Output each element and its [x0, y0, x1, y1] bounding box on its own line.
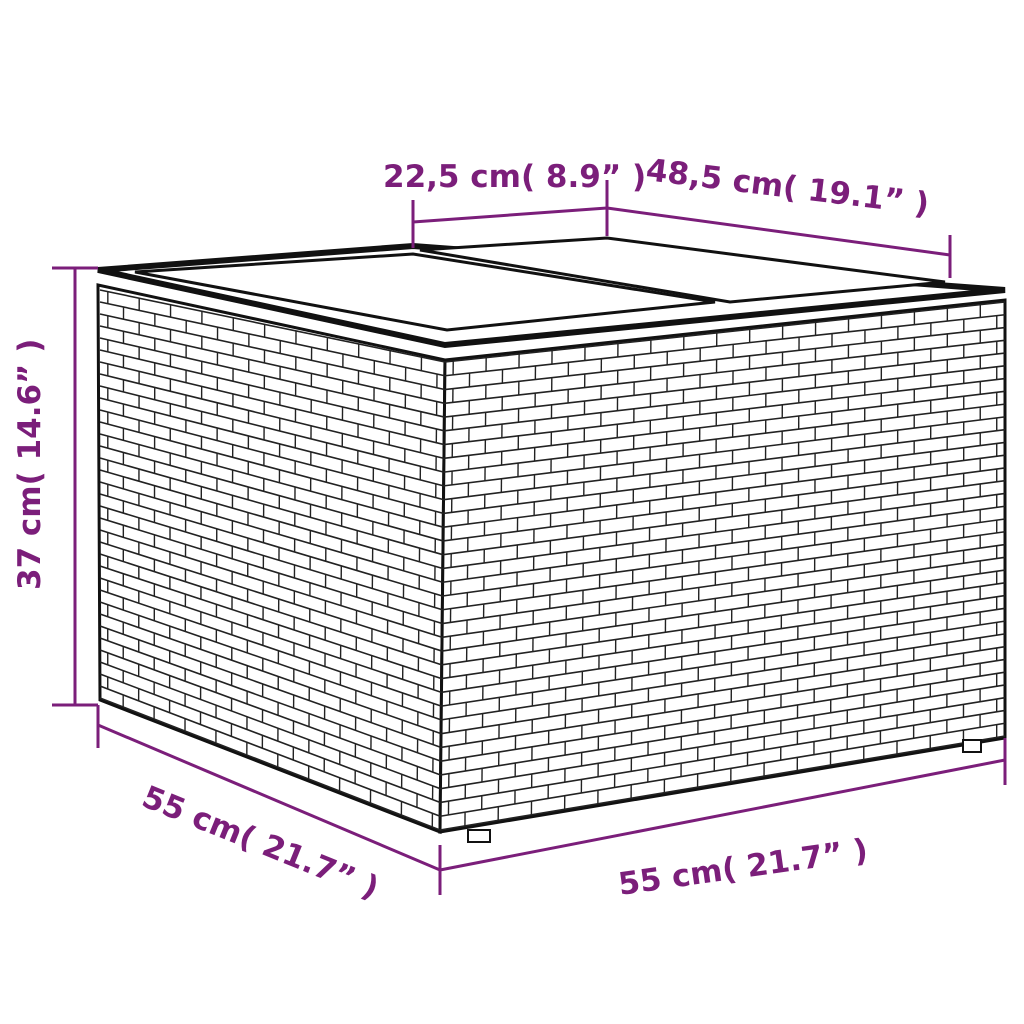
- weave-strand: [99, 433, 444, 528]
- weave-strand: [442, 518, 1006, 597]
- weave-strand: [442, 505, 1006, 584]
- weave-strand: [440, 696, 1006, 790]
- weave-strand: [99, 577, 442, 694]
- weave-strand: [442, 543, 1006, 625]
- weave-strand: [441, 633, 1006, 721]
- weave-strand: [99, 625, 442, 749]
- weave-strand: [99, 457, 444, 556]
- weave-strand: [99, 541, 443, 652]
- weave-strand: [99, 553, 443, 666]
- weave-strand: [99, 637, 442, 762]
- weave-strand: [444, 352, 1006, 418]
- weave-strand: [442, 530, 1006, 611]
- weave-strand: [443, 403, 1006, 473]
- weave-strand: [443, 416, 1006, 487]
- weave-strand: [441, 556, 1006, 639]
- weave-strand: [443, 454, 1006, 528]
- weave-strand: [442, 467, 1006, 542]
- weave-strand: [99, 697, 441, 831]
- weave-strand: [99, 409, 444, 501]
- weave-strand: [99, 445, 444, 542]
- weave-strand: [99, 673, 441, 804]
- weave-strand: [441, 594, 1006, 680]
- lid-glass-right: [419, 236, 946, 304]
- weave-strand: [444, 365, 1006, 432]
- weave-strand: [99, 661, 441, 790]
- lid-width-label: 48,5 cm( 19.1” ): [644, 152, 931, 222]
- width-label: 55 cm( 21.7” ): [616, 832, 870, 903]
- weave-strand: [99, 289, 446, 363]
- height-label: 37 cm( 14.6” ): [12, 339, 48, 590]
- weave-strand: [444, 301, 1006, 363]
- weave-strand: [441, 569, 1006, 652]
- weave-strand: [99, 481, 443, 584]
- weave-strand: [99, 505, 443, 611]
- weave-strand: [99, 649, 441, 776]
- weave-strand: [443, 390, 1006, 460]
- weave-strand: [99, 589, 442, 707]
- weave-strand: [440, 709, 1006, 804]
- weave-strand: [99, 565, 442, 680]
- weave-strand: [99, 337, 445, 418]
- weave-strand: [99, 517, 443, 625]
- weave-strand: [440, 645, 1006, 735]
- weave-strand: [99, 421, 444, 515]
- weave-strand: [99, 601, 442, 721]
- weave-strand: [99, 397, 444, 487]
- weave-strand: [443, 441, 1006, 515]
- weave-strand: [440, 671, 1006, 762]
- weave-strand: [99, 529, 443, 639]
- weave-strand: [99, 325, 445, 405]
- foot-front: [467, 829, 491, 843]
- weave-strand: [99, 469, 444, 570]
- weave-strand: [442, 492, 1006, 570]
- wicker-weave: [99, 289, 1006, 831]
- weave-strand: [99, 373, 445, 460]
- lid-section-depth-label: 22,5 cm( 8.9” ): [383, 159, 646, 195]
- weave-strand: [99, 385, 445, 473]
- weave-strand: [99, 493, 443, 597]
- weave-strand: [443, 428, 1006, 501]
- weave-strand: [441, 607, 1006, 694]
- weave-strand: [444, 339, 1006, 405]
- weave-strand: [99, 313, 445, 391]
- weave-strand: [441, 620, 1006, 707]
- weave-strand: [99, 361, 445, 446]
- weave-strand: [444, 326, 1006, 391]
- weave-strand: [440, 684, 1006, 776]
- rattan-box: [96, 236, 1007, 843]
- right-face: [438, 298, 1007, 834]
- weave-strand: [440, 722, 1006, 818]
- weave-strand: [442, 479, 1006, 556]
- foot-right: [962, 739, 982, 753]
- weave-strand: [441, 582, 1006, 666]
- weave-strand: [99, 613, 442, 735]
- weave-strand: [99, 685, 441, 817]
- depth-label: 55 cm( 21.7” ): [137, 779, 384, 907]
- weave-strand: [439, 735, 1006, 831]
- weave-strand: [440, 658, 1006, 749]
- lid-glass-left: [134, 252, 716, 332]
- weave-strand: [99, 349, 445, 432]
- dimension-lines: [52, 180, 1007, 895]
- weave-strand: [444, 377, 1006, 446]
- weave-strand: [99, 301, 446, 377]
- weave-strand: [444, 313, 1006, 377]
